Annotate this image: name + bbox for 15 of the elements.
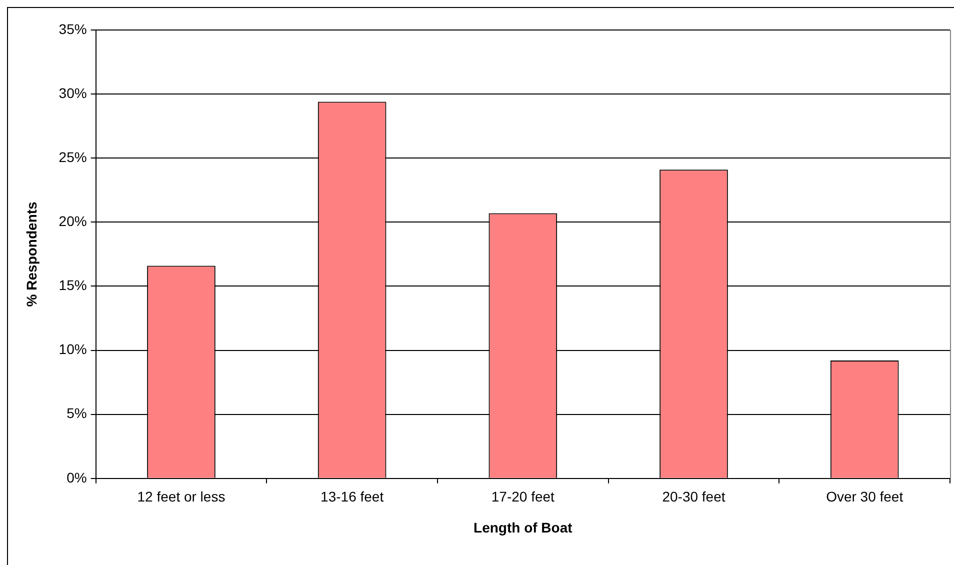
y-axis-title: % Respondents xyxy=(23,201,40,307)
y-tick-label: 0% xyxy=(66,469,87,486)
x-tick-label: 13-16 feet xyxy=(320,488,384,505)
x-axis-title: Length of Boat xyxy=(474,519,573,536)
x-tick-label: 17-20 feet xyxy=(491,488,555,505)
x-tick-label: 20-30 feet xyxy=(662,488,726,505)
y-tick-label: 20% xyxy=(58,213,87,230)
x-tick-label: Over 30 feet xyxy=(826,488,904,505)
x-tick-label: 12 feet or less xyxy=(137,488,226,505)
y-tick-label: 25% xyxy=(58,148,87,165)
y-tick-label: 5% xyxy=(66,405,87,422)
y-tick-label: 30% xyxy=(58,84,87,101)
y-tick-label: 35% xyxy=(58,20,87,37)
y-tick-label: 10% xyxy=(58,341,87,358)
y-tick-label: 15% xyxy=(58,277,87,294)
